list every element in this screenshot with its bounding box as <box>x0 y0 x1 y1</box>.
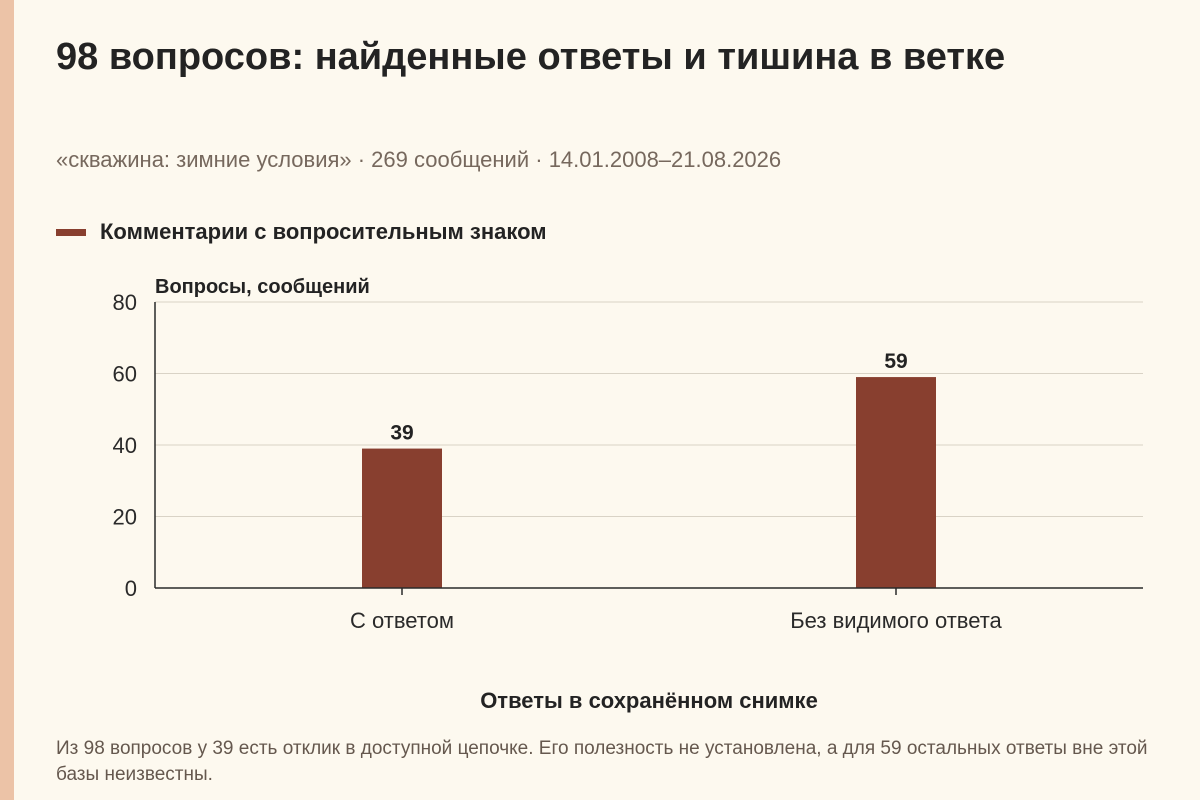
y-tick-label: 20 <box>113 505 137 530</box>
page-subtitle: «скважина: зимние условия» · 269 сообщен… <box>56 147 782 172</box>
chart-legend: Комментарии с вопросительным знаком <box>56 218 547 246</box>
bar-value-label: 59 <box>884 350 907 373</box>
x-tick-label: С ответом <box>350 608 454 633</box>
page-title: 98 вопросов: найденные ответы и тишина в… <box>56 36 1006 78</box>
y-tick-label: 60 <box>113 362 137 387</box>
bar-value-label: 39 <box>390 422 413 445</box>
accent-stripe <box>0 0 14 800</box>
bar <box>856 377 936 588</box>
legend-swatch <box>56 228 86 236</box>
y-axis-title: Вопросы, сообщений <box>155 276 370 298</box>
x-axis-title: Ответы в сохранённом снимке <box>480 688 818 713</box>
bar <box>362 448 442 588</box>
chart-footnote: Из 98 вопросов у 39 есть отклик в доступ… <box>56 738 1148 785</box>
legend-label: Комментарии с вопросительным знаком <box>100 219 547 244</box>
y-tick-label: 40 <box>113 433 137 458</box>
y-tick-label: 80 <box>113 290 137 315</box>
x-tick-label: Без видимого ответа <box>790 608 1002 633</box>
y-tick-label: 0 <box>125 576 137 601</box>
